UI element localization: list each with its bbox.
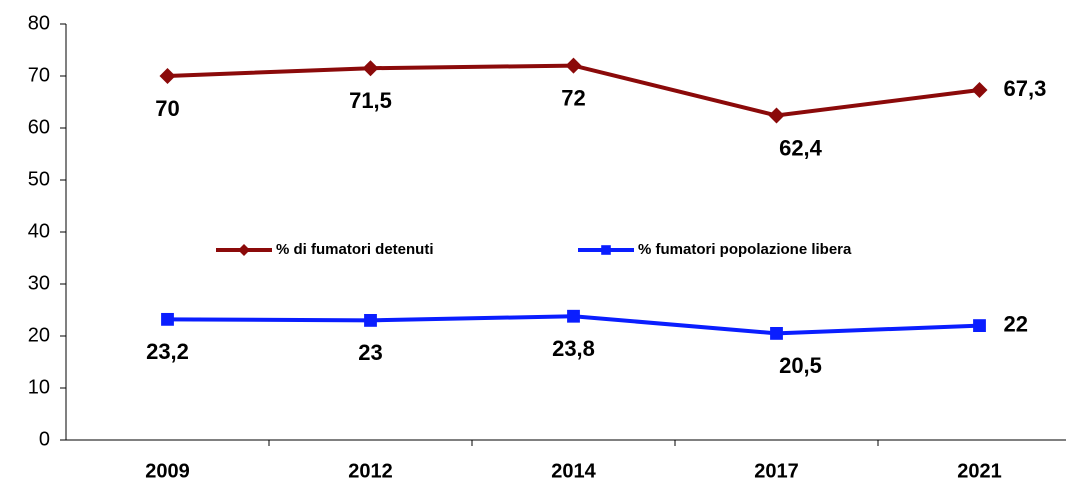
data-label: 72 — [561, 85, 585, 110]
x-tick-label: 2012 — [348, 460, 393, 482]
x-tick-label: 2021 — [957, 460, 1002, 482]
marker — [601, 245, 611, 255]
marker — [238, 244, 250, 256]
y-tick-label: 50 — [28, 168, 50, 190]
y-tick-label: 10 — [28, 376, 50, 398]
x-tick-label: 2017 — [754, 460, 799, 482]
data-label: 62,4 — [779, 135, 823, 160]
marker — [971, 82, 988, 99]
marker — [567, 309, 580, 323]
y-tick-label: 30 — [28, 272, 50, 294]
data-label: 23,2 — [146, 339, 189, 364]
marker — [770, 327, 783, 340]
marker — [565, 57, 582, 74]
data-label: 22 — [1004, 311, 1028, 336]
marker — [159, 68, 176, 84]
marker — [362, 60, 379, 77]
legend-label: % di fumatori detenuti — [276, 241, 434, 258]
marker — [768, 107, 785, 124]
legend-label: % fumatori popolazione libera — [638, 241, 852, 258]
y-tick-label: 70 — [28, 64, 50, 86]
data-label: 67,3 — [1004, 76, 1047, 101]
y-tick-label: 40 — [28, 220, 50, 242]
y-tick-label: 60 — [28, 116, 50, 138]
data-label: 23 — [358, 340, 382, 365]
x-tick-label: 2014 — [551, 460, 596, 482]
data-label: 23,8 — [552, 336, 595, 361]
marker — [973, 319, 986, 332]
y-tick-label: 0 — [39, 428, 50, 450]
marker — [364, 314, 377, 327]
data-label: 71,5 — [349, 88, 392, 113]
x-tick-label: 2009 — [145, 460, 190, 482]
marker — [161, 312, 174, 326]
y-tick-label: 20 — [28, 324, 50, 346]
y-tick-label: 80 — [28, 12, 50, 34]
data-label: 70 — [155, 96, 179, 121]
data-label: 20,5 — [779, 353, 822, 378]
